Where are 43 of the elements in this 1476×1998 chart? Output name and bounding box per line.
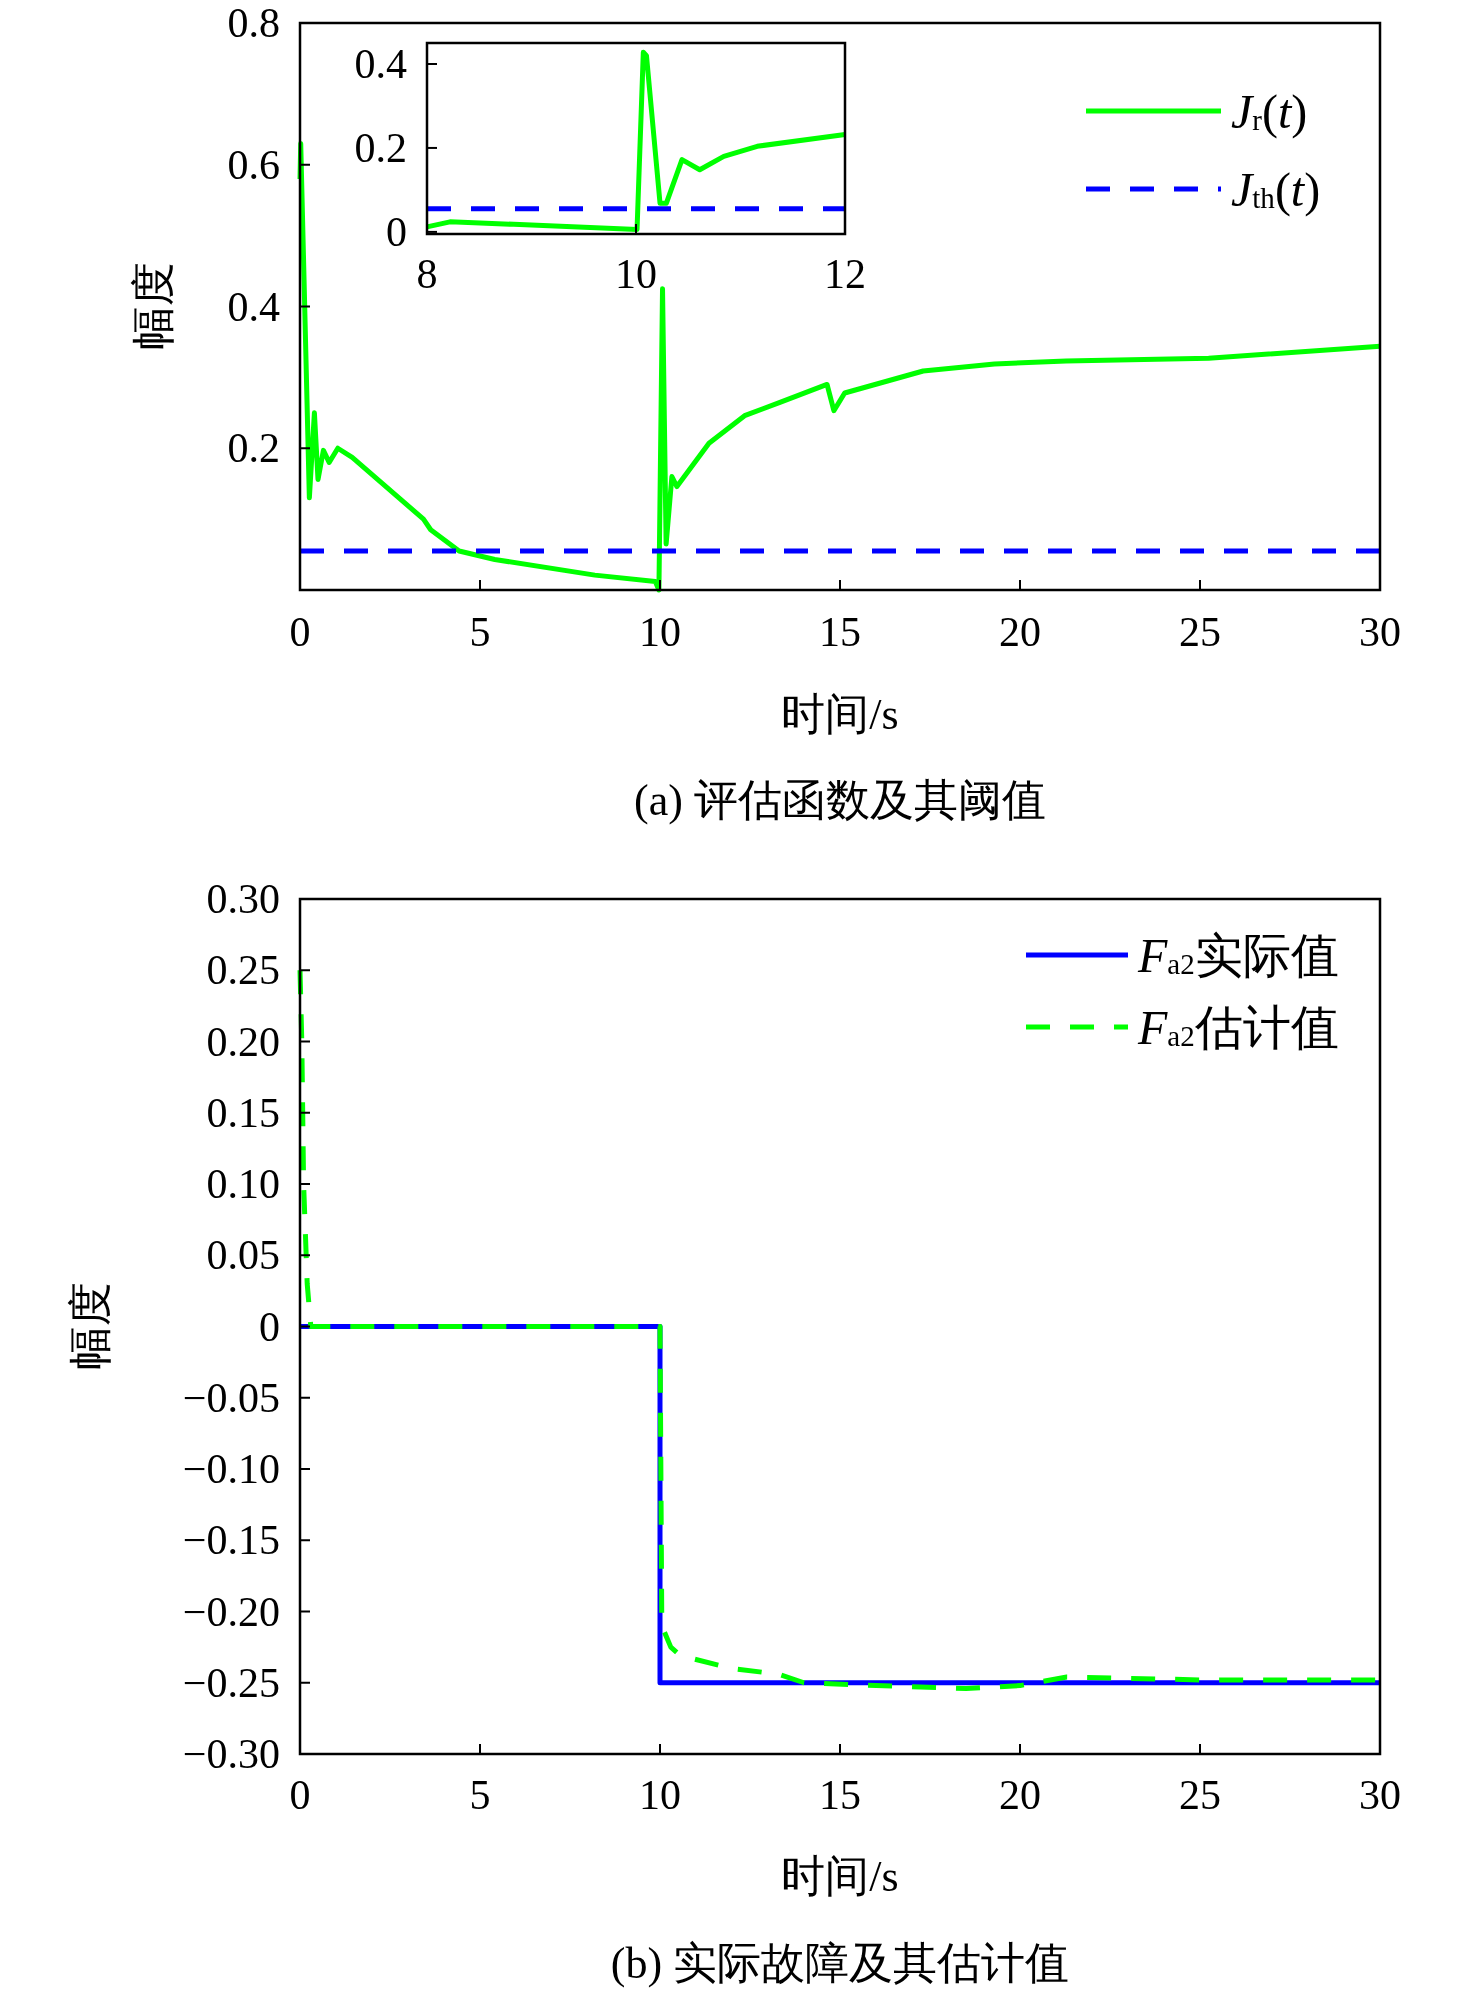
y-tick-label: −0.20 — [182, 1588, 280, 1635]
y-axis-title: 幅度 — [128, 262, 178, 350]
x-tick-label: 30 — [1359, 609, 1401, 655]
x-tick-label: 20 — [999, 609, 1041, 655]
x-tick-label: 20 — [999, 1772, 1041, 1818]
x-tick-label: 0 — [289, 609, 311, 655]
x-tick-label: 25 — [1179, 609, 1221, 655]
text: (a) 评估函数及其阈值 — [634, 775, 1046, 825]
x-tick-label: 5 — [469, 1772, 491, 1818]
y-tick-label: −0.30 — [182, 1731, 280, 1777]
y-tick-label: 0.4 — [227, 283, 280, 330]
y-tick-label: 0 — [386, 208, 407, 255]
x-tick-label: 30 — [1359, 1772, 1401, 1818]
x-tick-label: 15 — [819, 609, 861, 655]
y-tick-label: −0.15 — [182, 1517, 280, 1564]
x-tick-label: 12 — [824, 251, 866, 297]
x-axis-title: 时间/s — [781, 1851, 899, 1901]
y-tick-label: 0.6 — [227, 141, 280, 188]
y-tick-label: 0.25 — [206, 947, 280, 994]
y-tick-label: 0.10 — [206, 1161, 280, 1207]
y-tick-label: 0.4 — [354, 40, 407, 87]
x-tick-label: 15 — [819, 1772, 861, 1818]
y-tick-label: 0.30 — [206, 876, 280, 922]
x-tick-label: 0 — [289, 1772, 311, 1818]
y-tick-label: 0.2 — [354, 124, 407, 171]
y-tick-label: −0.10 — [182, 1446, 280, 1492]
text: (b) 实际故障及其估计值 — [610, 1938, 1070, 1988]
y-tick-label: −0.05 — [182, 1374, 280, 1421]
x-tick-label: 10 — [639, 1772, 681, 1818]
y-tick-label: 0.15 — [206, 1089, 280, 1136]
x-tick-label: 8 — [416, 251, 438, 297]
y-tick-label: 0.8 — [227, 0, 280, 46]
x-tick-label: 5 — [469, 609, 491, 655]
y-tick-label: 0.05 — [206, 1232, 280, 1279]
y-axis-title: 幅度 — [65, 1282, 115, 1370]
y-tick-label: 0 — [259, 1303, 280, 1350]
x-tick-label: 10 — [639, 609, 681, 655]
y-tick-label: 0.2 — [227, 425, 280, 472]
y-tick-label: 0.20 — [206, 1018, 280, 1065]
x-tick-label: 10 — [615, 251, 657, 297]
x-axis-title: 时间/s — [781, 689, 899, 739]
x-tick-label: 25 — [1179, 1772, 1221, 1818]
y-tick-label: −0.25 — [182, 1659, 280, 1706]
